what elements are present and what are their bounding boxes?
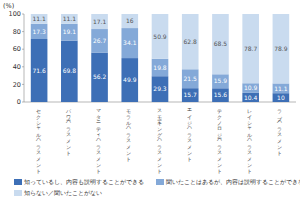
data-label: 21.5 [184,75,198,82]
bar-segment [152,76,169,102]
legend-label: 聞いたことはあるが、内容は説明することができない [166,178,300,186]
x-tick-label: モラル・ハラスメント [127,105,133,162]
data-label: 78.9 [274,45,288,52]
x-tick-label: スモーキング・ハラスメント [156,105,163,174]
y-axis [24,14,25,102]
data-label: 17.3 [32,28,46,35]
data-label: 11.1 [32,15,46,22]
x-tick-label: ラブ・ハラスメント [277,105,284,156]
x-tick-label: セクシャル・ハラスメント [36,105,42,174]
data-label: 10.4 [244,94,258,101]
data-label: 50.9 [153,33,167,40]
y-tick-label: 60 [13,45,21,53]
data-label: 49.9 [123,76,137,83]
y-tick-label: 80 [13,28,21,36]
bar-segment [61,24,78,41]
bar-segment [212,74,229,88]
bar-segment [61,14,78,24]
bars [31,14,289,102]
chart-root: 0 20 40 60 80 100(%) 71.6 17.3 11.1 69.8 19.1 11.1 5… [0,0,300,200]
bar-segment [31,39,48,102]
bar-segment [152,59,169,76]
data-label: 69.8 [63,67,77,74]
bar-segment [242,83,259,93]
data-labels: 71.6 17.3 11.1 69.8 19.1 11.1 56.2 26.7 17.1 49.9… [32,15,287,101]
bar-segment [242,93,259,102]
y-tick-label: 40 [13,63,21,71]
bar-segment [121,14,138,28]
bar-segment [273,83,290,93]
data-label: 10.9 [244,84,258,91]
x-tick-label: レイシャル・ハラスメント [248,105,254,174]
data-label: 11.1 [274,85,288,92]
x-tick-label: パワー・ハラスメント [65,105,72,156]
bar-segment [31,14,48,24]
x-tick-label: エイジ・ハラスメント [187,105,193,162]
bar-segment [91,14,108,29]
data-label: 19.8 [153,64,167,71]
legend-label: 知っているし、内容も説明することができる [24,178,144,186]
bar-segment [152,14,169,59]
data-label: 19.1 [63,28,77,35]
data-label: 15.7 [184,91,198,98]
bar-segment [212,14,229,74]
data-label: 34.1 [123,39,137,46]
data-label: 29.3 [153,85,167,92]
bar-segment [182,88,199,102]
data-label: 26.7 [93,37,107,44]
bar-segment [212,88,229,102]
x-tick-label: テクノロジー・ハラスメント [217,105,223,174]
y-tick-label: 100 [9,10,21,18]
bar-segment [182,69,199,88]
data-label: 15.6 [214,91,228,98]
bar-segment [121,58,138,102]
bar-segment [91,53,108,102]
bar-segment [182,14,199,69]
y-tick-label: 0 [17,98,21,106]
legend-swatch [14,190,22,196]
bar-segment [121,28,138,58]
bar-segment [91,29,108,52]
data-label: 16 [126,17,134,24]
data-label: 56.2 [93,73,107,80]
data-label: 17.1 [93,18,107,25]
x-tick-label: マタニティ・ハラスメント [97,105,103,174]
data-label: 10 [277,94,285,101]
y-label: (%) [3,2,14,10]
data-label: 78.7 [244,45,258,52]
bar-segment [31,24,48,39]
data-label: 62.8 [184,38,198,45]
bar-segment [61,41,78,102]
legend-label: 知らない／聞いたことがない [24,190,102,197]
legend-swatch [156,179,164,185]
data-label: 11.1 [63,15,77,22]
legend-swatch [14,179,22,185]
bar-segment [273,14,290,83]
bar-segment [242,14,259,83]
chart: 0 20 40 60 80 100(%) 71.6 17.3 11.1 69.8 19.1 11.1 5… [0,0,300,200]
data-label: 71.6 [32,67,46,74]
data-label: 68.5 [214,40,228,47]
y-tick-label: 20 [13,81,21,89]
bar-segment [273,93,290,102]
data-label: 15.9 [214,77,228,84]
